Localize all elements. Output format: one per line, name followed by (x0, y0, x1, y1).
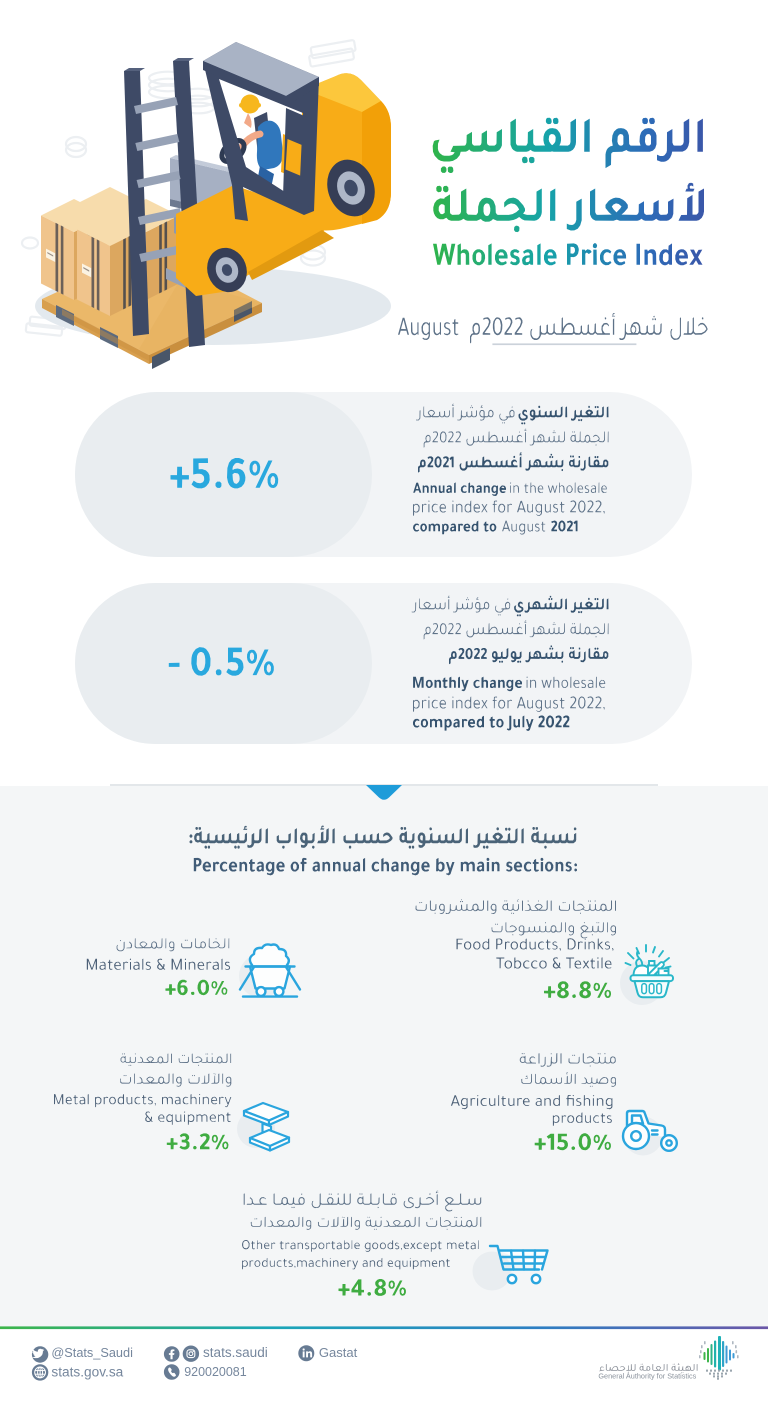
svg-text:General Authority for Statisti: General Authority for Statistics (598, 1372, 696, 1381)
svg-text:@Stats_Saudi: @Stats_Saudi (51, 1345, 132, 1360)
svg-text:Gastat: Gastat (319, 1345, 358, 1360)
svg-text:stats.gov.sa: stats.gov.sa (51, 1365, 123, 1380)
svg-text:stats.saudi: stats.saudi (203, 1345, 268, 1360)
svg-text:920020081: 920020081 (184, 1365, 247, 1379)
